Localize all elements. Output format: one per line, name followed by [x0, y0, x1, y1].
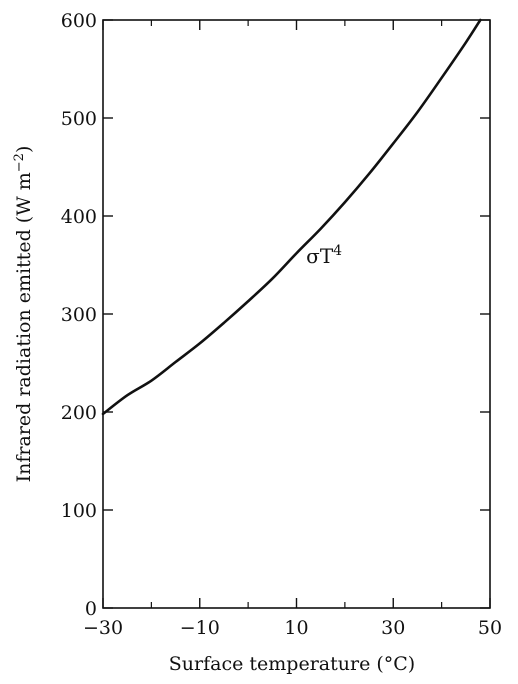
curve-annotation: σT4 [306, 243, 342, 268]
y-tick-label: 0 [85, 598, 97, 620]
y-tick-label: 400 [61, 206, 97, 228]
y-axis-title: Infrared radiation emitted (W m−2) [12, 146, 36, 483]
y-tick-label: 100 [61, 500, 97, 522]
x-tick-label: 50 [478, 617, 502, 639]
series-line [101, 18, 482, 416]
y-tick-label: 600 [61, 10, 97, 32]
plot-frame [102, 19, 491, 609]
x-tick-label: 10 [284, 617, 308, 639]
y-tick-label: 200 [61, 402, 97, 424]
y-axis-title-sup: −2 [12, 153, 27, 172]
x-axis-title: Surface temperature (°C) [169, 653, 415, 675]
y-tick-label: 300 [61, 304, 97, 326]
y-axis-ticks: 0 100 200 300 400 500 600 [61, 10, 490, 620]
x-tick-label: −30 [83, 617, 123, 639]
y-axis-title-main: Infrared radiation emitted (W m [13, 172, 35, 482]
y-tick-label: 500 [61, 108, 97, 130]
series-curve-group [101, 18, 482, 416]
x-tick-label: −10 [180, 617, 220, 639]
x-tick-label: 30 [381, 617, 405, 639]
x-axis-ticks: −30 −10 10 30 50 [83, 20, 502, 639]
curve-annotation-sup: 4 [333, 243, 342, 259]
plot-border [102, 19, 491, 609]
y-axis-title-close: ) [13, 146, 35, 153]
curve-annotation-main: σT [306, 244, 334, 268]
